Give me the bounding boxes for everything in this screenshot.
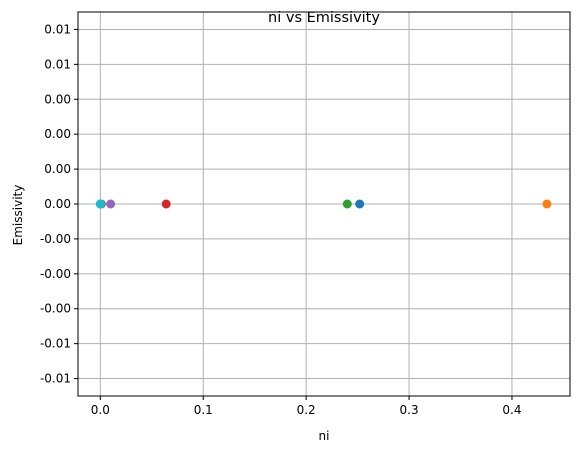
chart-title: ni vs Emissivity xyxy=(268,10,380,26)
grid-lines xyxy=(78,12,570,396)
y-tick-label: -0.00 xyxy=(40,302,71,316)
y-axis-label: Emissivity xyxy=(11,185,25,246)
axis-ticks: 0.0 0.1 0.2 0.3 0.4 0.01 0.01 0.00 0.00 0.00 0.00 -… xyxy=(40,22,522,417)
y-tick-label: 0.00 xyxy=(44,162,71,176)
y-tick-label: -0.00 xyxy=(40,267,71,281)
data-point xyxy=(542,199,552,209)
x-tick-label: 0.2 xyxy=(297,403,316,417)
x-tick-label: 0.1 xyxy=(194,403,213,417)
x-axis-label: ni xyxy=(319,429,330,443)
x-tick-label: 0.4 xyxy=(502,403,521,417)
x-tick-label: 0.0 xyxy=(91,403,110,417)
y-tick-label: -0.01 xyxy=(40,337,71,351)
y-tick-label: 0.00 xyxy=(44,92,71,106)
y-tick-label: 0.00 xyxy=(44,127,71,141)
data-point xyxy=(106,199,116,209)
data-points xyxy=(95,199,552,209)
plot-frame xyxy=(77,11,571,397)
y-tick-label: -0.01 xyxy=(40,372,71,386)
y-tick-label: -0.00 xyxy=(40,232,71,246)
data-point xyxy=(95,199,105,209)
y-tick-label: 0.00 xyxy=(44,197,71,211)
y-tick-label: 0.01 xyxy=(44,22,71,36)
data-point xyxy=(161,199,171,209)
y-tick-label: 0.01 xyxy=(44,57,71,71)
x-tick-label: 0.3 xyxy=(400,403,419,417)
data-point xyxy=(342,199,352,209)
data-point xyxy=(355,199,365,209)
